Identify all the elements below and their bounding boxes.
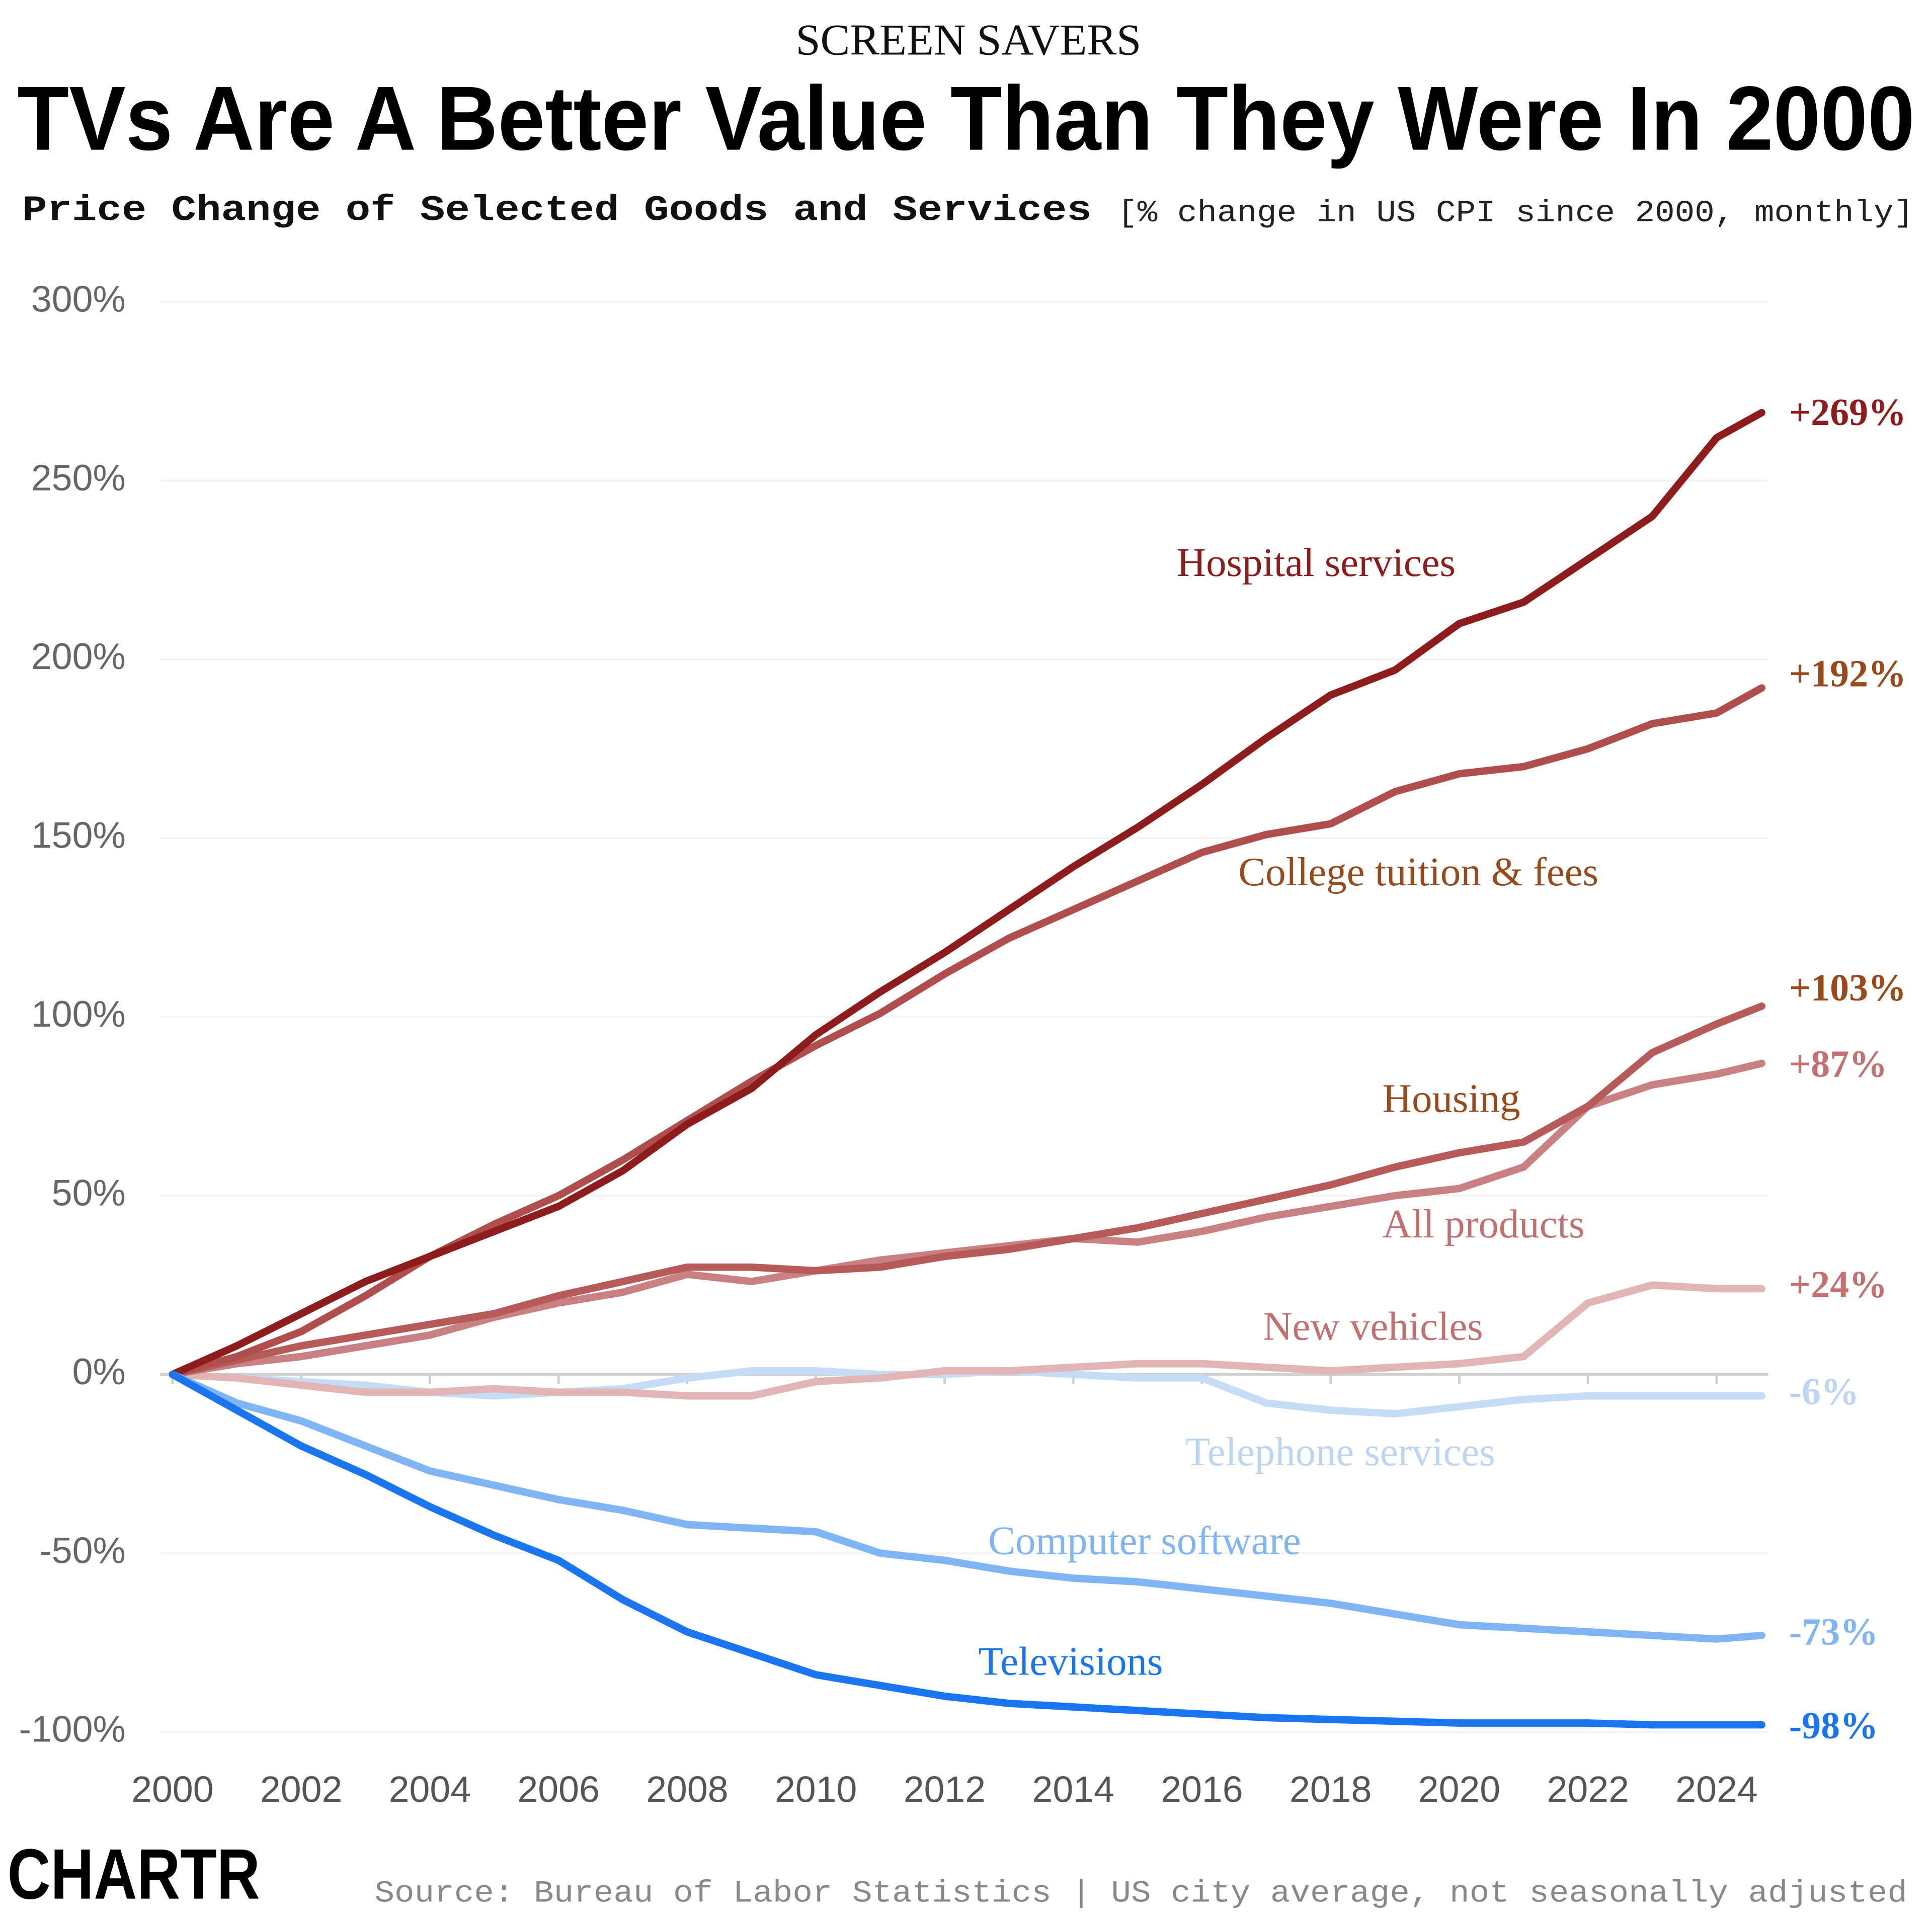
x-tick-label: 2002 xyxy=(260,1769,342,1810)
x-tick-label: 2004 xyxy=(389,1769,471,1810)
series-label: College tuition & fees xyxy=(1238,850,1598,894)
series-label: Housing xyxy=(1383,1076,1520,1121)
header: SCREEN SAVERS xyxy=(796,15,1142,64)
series-line xyxy=(169,1371,1765,1729)
x-tick-label: 2000 xyxy=(131,1769,213,1810)
series-line xyxy=(169,1371,1765,1643)
series-line xyxy=(169,684,1765,1378)
x-tick-label: 2010 xyxy=(775,1769,857,1810)
series-line xyxy=(169,1281,1765,1400)
end-value-label: +24% xyxy=(1789,1264,1887,1306)
y-tick-label: 0% xyxy=(72,1351,126,1392)
x-tick-label: 2012 xyxy=(904,1769,986,1810)
plot-area: -100% -50% 0% 50% 100% 150% 200% 250% 300% 2000 20… xyxy=(19,278,1906,1810)
chart-title: TVs Are A Better Value Than They Were In… xyxy=(17,68,1914,170)
end-value-label: +269% xyxy=(1789,391,1906,434)
y-tick-label: -50% xyxy=(39,1529,125,1571)
source: Source: Bureau of Labor Statistics | US … xyxy=(374,1876,1907,1911)
subtitle: Price Change of Selected Goods and Servi… xyxy=(22,191,1092,231)
series-line xyxy=(169,409,1765,1378)
x-tick-label: 2020 xyxy=(1418,1769,1500,1810)
x-tick-label: 2016 xyxy=(1161,1769,1243,1810)
y-tick-label: 150% xyxy=(31,814,126,856)
series-label: Computer software xyxy=(988,1519,1301,1563)
end-value-label: +192% xyxy=(1789,652,1906,695)
series-label: Televisions xyxy=(978,1639,1163,1684)
subtitle-note: [% change in US CPI since 2000, monthly] xyxy=(1117,196,1913,231)
series-label: All products xyxy=(1383,1202,1585,1246)
series-label: New vehicles xyxy=(1263,1304,1483,1349)
series-label: Hospital services xyxy=(1177,540,1456,585)
end-value-label: -73% xyxy=(1789,1611,1878,1653)
y-tick-label: 200% xyxy=(31,635,126,677)
end-value-label: -98% xyxy=(1789,1705,1878,1747)
end-value-label: +87% xyxy=(1789,1043,1887,1085)
series-line xyxy=(169,1002,1765,1378)
x-tick-label: 2024 xyxy=(1675,1769,1757,1810)
x-tick-label: 2014 xyxy=(1032,1769,1114,1810)
end-value-label: -6% xyxy=(1789,1371,1859,1413)
series-label: Telephone services xyxy=(1185,1430,1495,1474)
x-tick-label: 2022 xyxy=(1547,1769,1629,1810)
x-tick-label: 2008 xyxy=(646,1769,728,1810)
x-tick-label: 2018 xyxy=(1290,1769,1372,1810)
y-tick-label: 100% xyxy=(31,993,126,1035)
end-value-label: +103% xyxy=(1789,967,1906,1009)
logo: CHARTR xyxy=(8,1834,260,1914)
y-tick-label: 250% xyxy=(31,457,126,498)
y-tick-label: 300% xyxy=(31,278,126,319)
y-tick-label: 50% xyxy=(52,1171,126,1213)
x-tick-label: 2006 xyxy=(517,1769,599,1810)
y-tick-label: -100% xyxy=(19,1708,125,1750)
